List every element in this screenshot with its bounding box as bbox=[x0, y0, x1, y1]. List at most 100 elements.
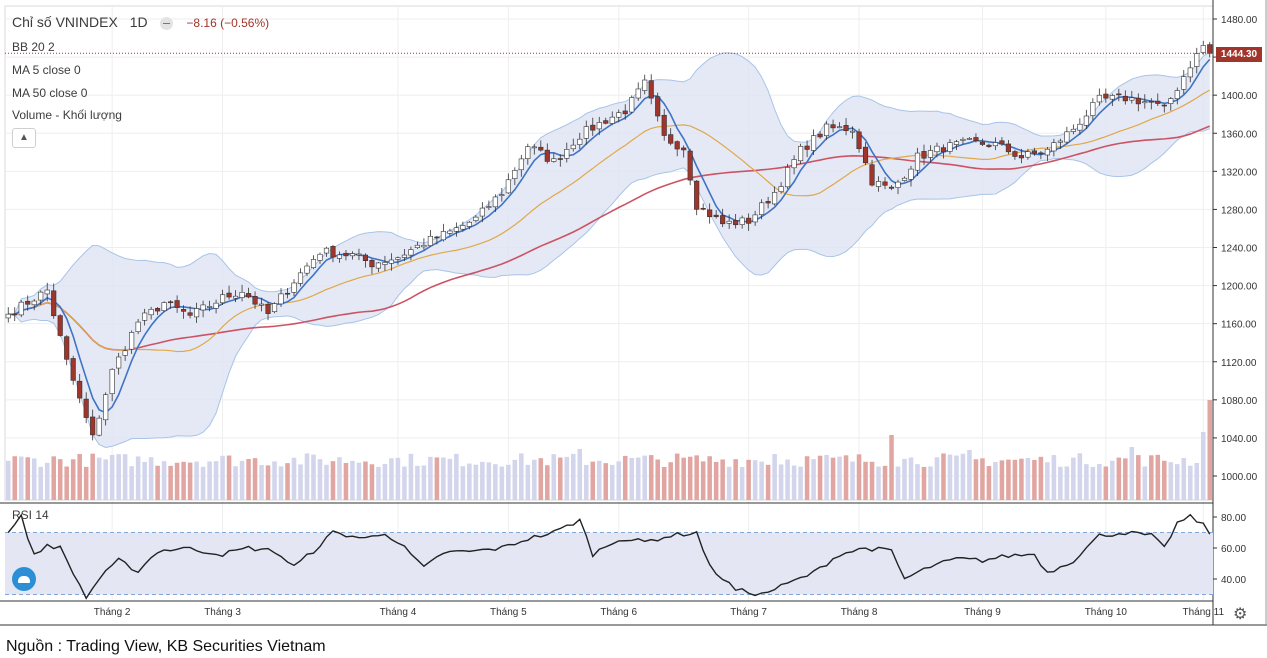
candle-body bbox=[817, 133, 823, 138]
candle-body bbox=[512, 170, 518, 179]
volume-bar bbox=[122, 454, 128, 500]
volume-bar bbox=[499, 466, 505, 500]
price-tick-label: 1320.00 bbox=[1221, 167, 1258, 178]
volume-bar bbox=[486, 462, 492, 500]
volume-bar bbox=[954, 455, 959, 500]
candle-body bbox=[999, 140, 1005, 145]
chart-header: Chỉ số VNINDEX 1D −8.16 (−0.56%) bbox=[12, 14, 269, 30]
volume-bar bbox=[759, 461, 764, 500]
candle-body bbox=[583, 126, 589, 139]
volume-bar bbox=[895, 466, 901, 500]
rsi-label[interactable]: RSI 14 bbox=[12, 508, 49, 522]
ma50-line bbox=[8, 125, 1211, 351]
candle-body bbox=[245, 293, 252, 298]
volume-bar bbox=[1129, 447, 1135, 500]
candle-body bbox=[1200, 45, 1206, 53]
candle-body bbox=[57, 315, 63, 336]
legend-ma5[interactable]: MA 5 close 0 bbox=[12, 63, 81, 77]
candle-body bbox=[278, 293, 284, 305]
candle-body bbox=[551, 158, 557, 162]
candle-body bbox=[421, 244, 427, 248]
candle-body bbox=[1044, 148, 1050, 156]
volume-bar bbox=[1006, 459, 1011, 500]
volume-bar bbox=[733, 459, 738, 500]
candle-body bbox=[77, 380, 83, 399]
candle-body bbox=[798, 146, 804, 162]
volume-bar bbox=[434, 457, 440, 500]
volume-bar bbox=[317, 459, 323, 500]
candle-body bbox=[927, 150, 934, 158]
rsi-tick-label: 80.00 bbox=[1221, 513, 1246, 524]
candle-body bbox=[168, 301, 174, 304]
candle-body bbox=[616, 112, 622, 118]
volume-bar bbox=[239, 460, 245, 500]
volume-bar bbox=[142, 461, 147, 500]
volume-bar bbox=[200, 466, 206, 500]
candle-body bbox=[642, 79, 648, 91]
candle-body bbox=[629, 97, 635, 113]
volume-bar bbox=[668, 462, 673, 500]
volume-bar bbox=[1058, 466, 1063, 500]
volume-bar bbox=[70, 459, 76, 500]
volume-bar bbox=[1200, 432, 1206, 500]
candle-body bbox=[538, 146, 544, 151]
volume-bar bbox=[538, 458, 544, 500]
volume-bar bbox=[1194, 462, 1200, 500]
candle-body bbox=[713, 214, 719, 217]
collapse-legend-button[interactable]: ▲ bbox=[12, 128, 36, 148]
volume-bar bbox=[44, 462, 50, 500]
candle-body bbox=[83, 398, 89, 418]
candle-body bbox=[356, 253, 362, 256]
candle-body bbox=[219, 294, 226, 304]
volume-bar bbox=[246, 458, 251, 500]
candle-body bbox=[953, 141, 960, 145]
legend-ma50[interactable]: MA 50 close 0 bbox=[12, 86, 88, 100]
volume-bar bbox=[1103, 466, 1109, 500]
volume-bar bbox=[648, 455, 654, 500]
price-tick-label: 1360.00 bbox=[1221, 129, 1258, 140]
candle-body bbox=[1064, 131, 1070, 143]
price-tick-label: 1240.00 bbox=[1221, 244, 1258, 255]
volume-bar bbox=[207, 461, 212, 500]
volume-bar bbox=[1077, 453, 1083, 500]
volume-bar bbox=[532, 459, 537, 500]
volume-bar bbox=[545, 465, 550, 500]
candle-body bbox=[966, 138, 973, 140]
legend-bb[interactable]: BB 20 2 bbox=[12, 40, 55, 54]
candle-body bbox=[590, 124, 596, 131]
volume-bar bbox=[1097, 463, 1102, 500]
interval-label[interactable]: 1D bbox=[129, 14, 148, 30]
volume-bar bbox=[694, 455, 699, 500]
candle-body bbox=[343, 252, 349, 257]
volume-bar bbox=[389, 458, 394, 500]
candle-body bbox=[603, 120, 609, 124]
candle-body bbox=[622, 110, 628, 115]
candle-body bbox=[1109, 95, 1115, 100]
volume-bar bbox=[259, 465, 264, 500]
volume-bar bbox=[583, 464, 589, 500]
settings-gear-icon[interactable]: ⚙ bbox=[1233, 606, 1248, 623]
volume-bar bbox=[213, 461, 219, 500]
volume-bar bbox=[720, 459, 725, 500]
volume-bar bbox=[5, 460, 11, 500]
volume-bar bbox=[311, 454, 316, 500]
volume-bar bbox=[1032, 459, 1037, 500]
candle-body bbox=[687, 150, 693, 181]
volume-bar bbox=[928, 466, 933, 500]
visibility-icon[interactable] bbox=[159, 16, 173, 30]
price-tick-label: 1160.00 bbox=[1221, 320, 1257, 331]
legend-volume[interactable]: Volume - Khối lượng bbox=[12, 108, 122, 122]
volume-bar bbox=[337, 457, 342, 500]
month-tick-label: Tháng 8 bbox=[841, 607, 878, 618]
volume-bar bbox=[707, 456, 712, 500]
volume-bar bbox=[12, 456, 18, 500]
month-tick-label: Tháng 5 bbox=[490, 607, 527, 618]
volume-bar bbox=[506, 464, 511, 500]
volume-bar bbox=[980, 458, 985, 500]
candle-body bbox=[460, 225, 466, 230]
rsi-tick-label: 60.00 bbox=[1221, 544, 1246, 555]
volume-bar bbox=[519, 453, 524, 500]
candle-body bbox=[733, 220, 739, 226]
candle-body bbox=[1155, 100, 1161, 104]
